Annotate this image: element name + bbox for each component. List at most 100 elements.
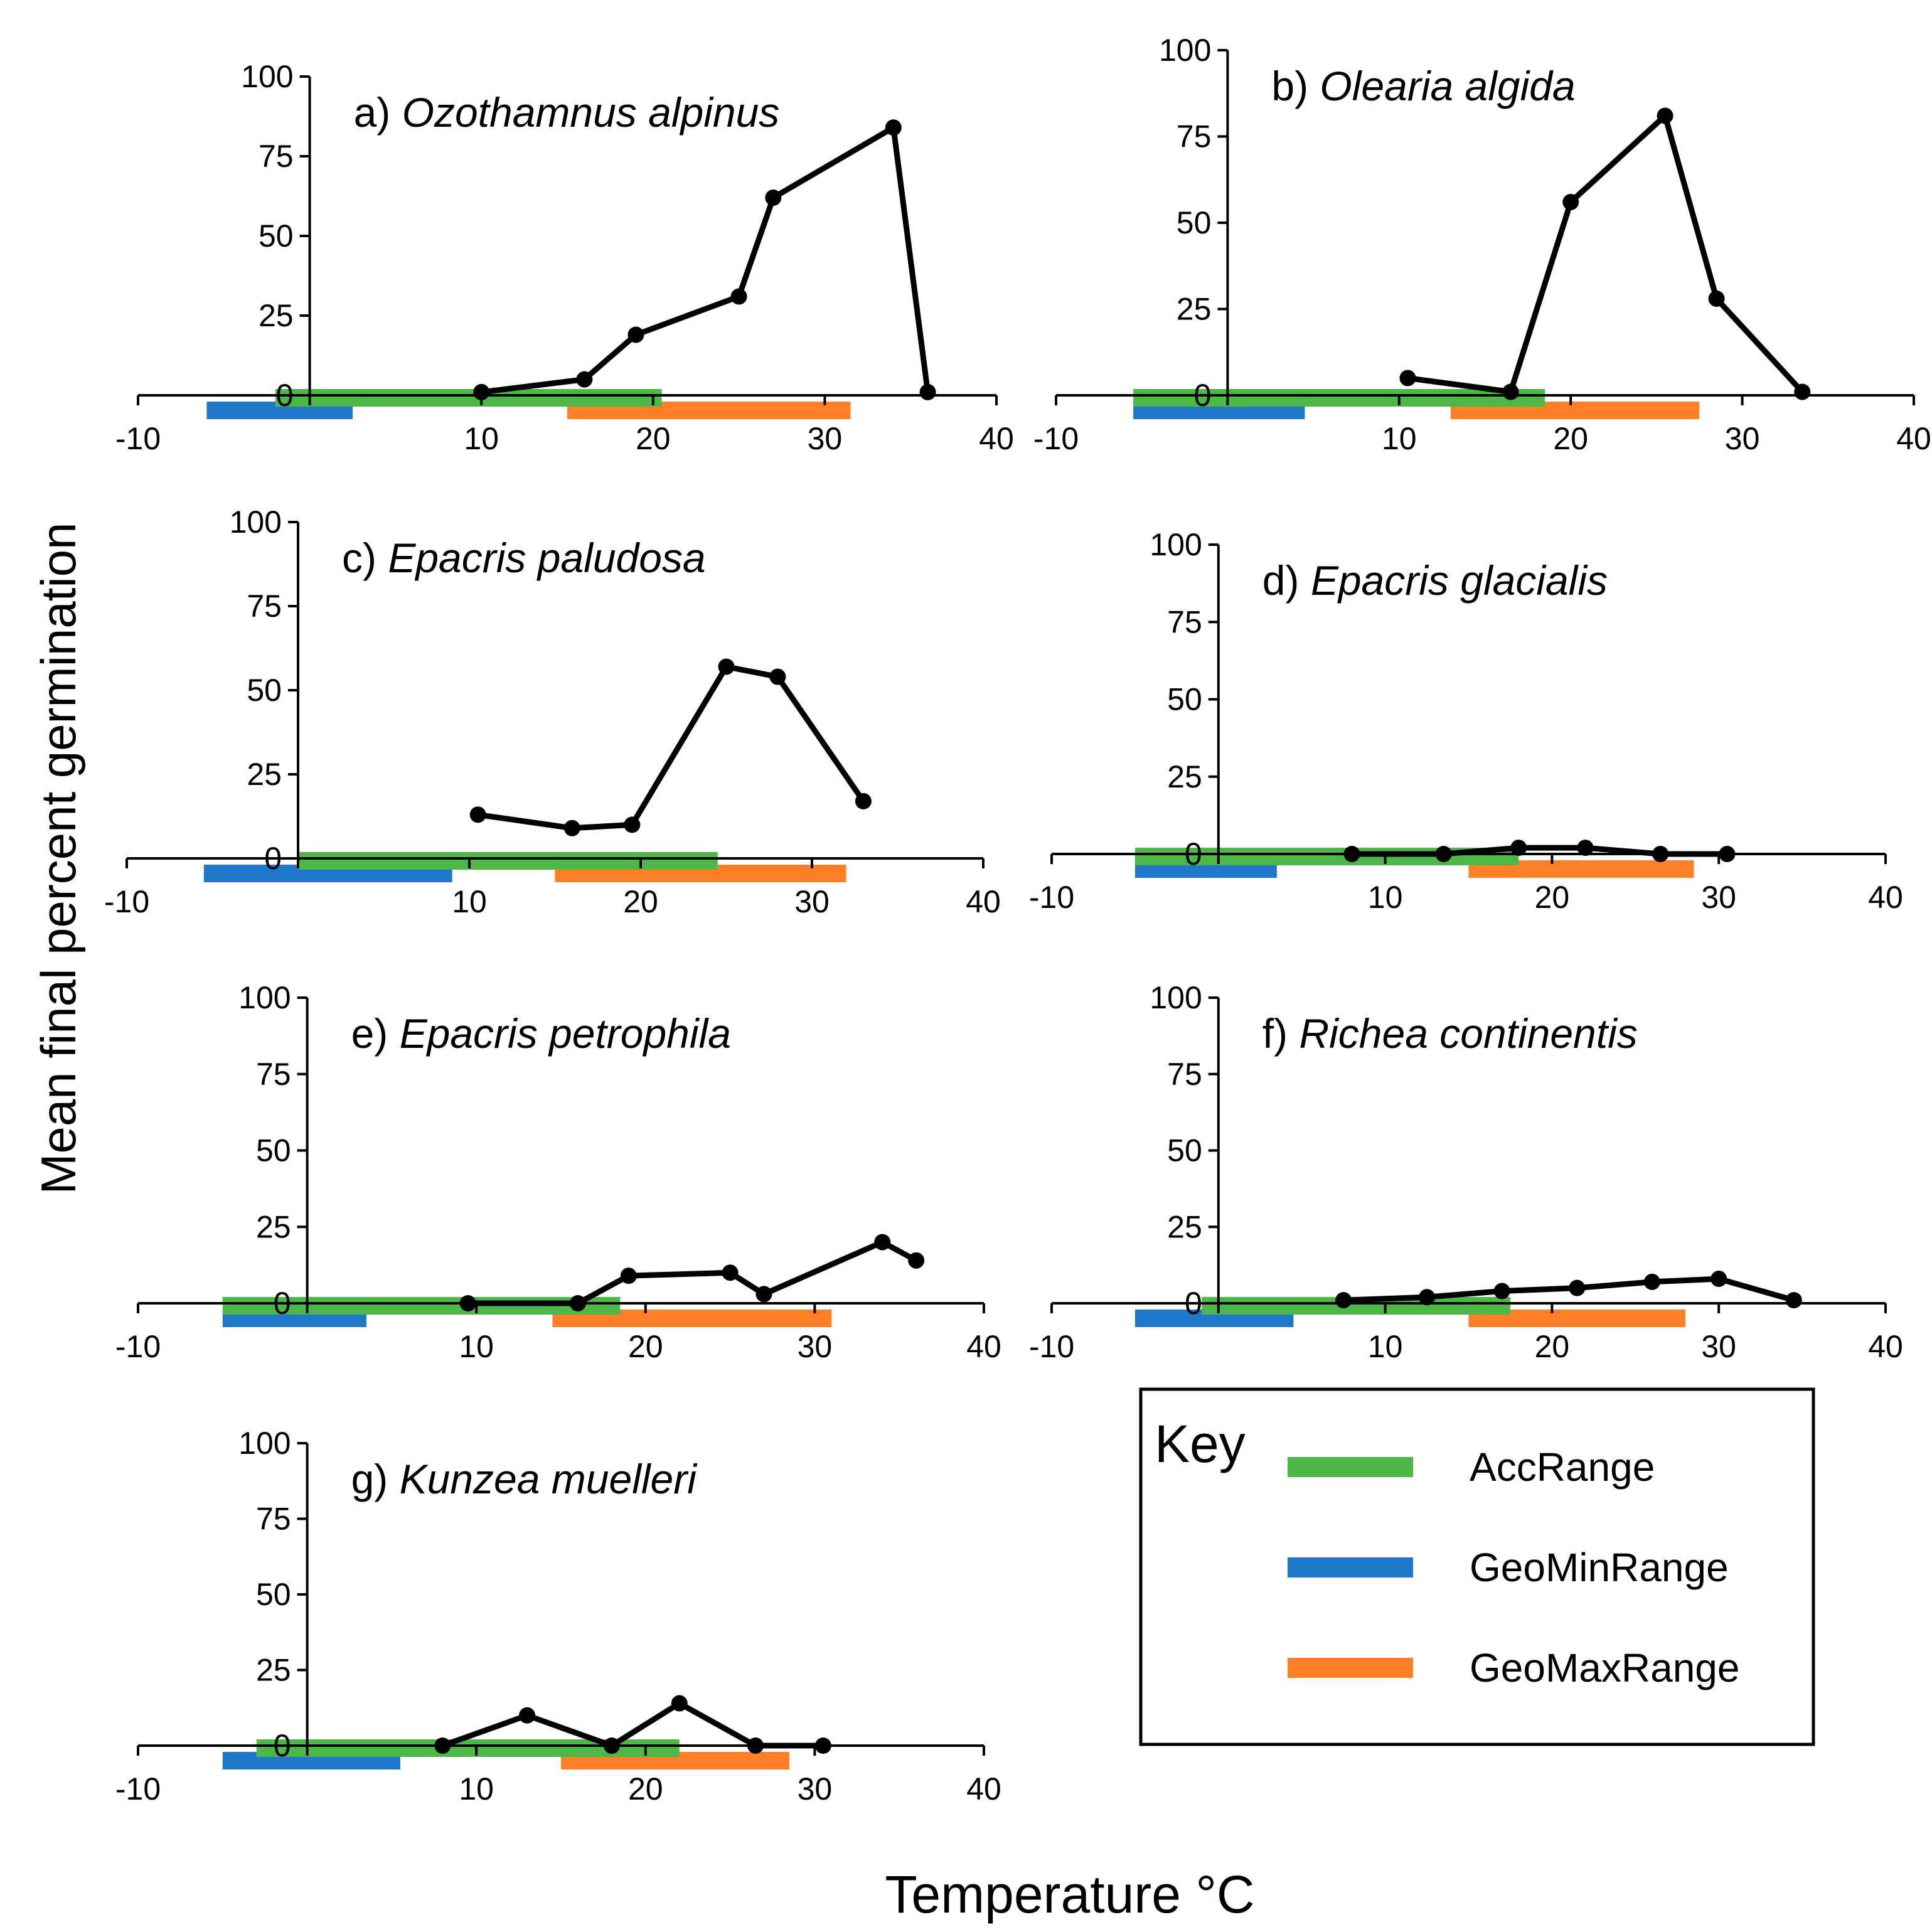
panel-letter: d) — [1262, 557, 1311, 604]
panel-a: -10 10 20 30 40 0 25 50 75 100 a) Ozothamnus alpin… — [115, 59, 1014, 456]
y-tick-label: 50 — [1167, 682, 1202, 717]
legend-label: AccRange — [1470, 1444, 1655, 1490]
data-point — [519, 1707, 536, 1724]
series-line — [478, 663, 866, 831]
series-line — [1343, 1276, 1795, 1303]
panel-title: b) Olearia algida — [1271, 63, 1575, 109]
y-tick-label: 75 — [256, 1502, 291, 1537]
y-tick-label: 0 — [276, 378, 294, 413]
data-point — [755, 1286, 772, 1303]
x-tick-label: 30 — [794, 884, 830, 919]
y-tick-label: 0 — [274, 1728, 291, 1763]
acc-range-bar — [275, 389, 662, 407]
x-tick-label: 20 — [1553, 421, 1588, 456]
x-tick-label: 30 — [1701, 880, 1736, 915]
data-point — [469, 806, 486, 823]
panel-letter: f) — [1262, 1010, 1300, 1057]
data-point — [722, 1264, 739, 1281]
x-tick-label: -10 — [1029, 1329, 1074, 1364]
data-point — [620, 1268, 637, 1284]
x-tick-label: -10 — [115, 1329, 161, 1364]
acc-range-bar — [298, 852, 718, 870]
x-tick-label: 20 — [628, 1329, 663, 1364]
panel-title: g) Kunzea muelleri — [351, 1456, 698, 1502]
y-tick-label: 100 — [1150, 527, 1202, 562]
data-point — [459, 1295, 476, 1311]
y-tick-label: 0 — [274, 1286, 291, 1321]
y-tick-label: 75 — [1167, 1057, 1202, 1092]
acc-range-bar — [1133, 389, 1545, 407]
y-tick-label: 50 — [259, 218, 294, 254]
panel-letter: e) — [351, 1010, 400, 1057]
x-tick-label: -10 — [104, 884, 149, 919]
y-tick-label: 25 — [247, 757, 282, 792]
data-point — [1708, 291, 1725, 307]
y-tick-label: 75 — [256, 1057, 291, 1092]
x-tick-label: 30 — [808, 421, 843, 456]
data-point — [1399, 370, 1416, 387]
x-tick-label: 10 — [459, 1771, 494, 1807]
data-point — [1335, 1292, 1352, 1309]
x-tick-label: 20 — [1535, 880, 1570, 915]
panel-c: -10 10 20 30 40 0 25 50 75 100 c) Epacris paludosa — [104, 504, 1001, 919]
x-tick-label: 40 — [979, 421, 1014, 456]
x-tick-label: 30 — [1701, 1329, 1736, 1364]
x-tick-label: 40 — [1868, 1329, 1903, 1364]
y-tick-label: 25 — [259, 298, 294, 333]
y-tick-label: 50 — [256, 1577, 291, 1612]
x-tick-label: 40 — [1868, 880, 1903, 915]
data-point — [1577, 840, 1594, 857]
panel-title: f) Richea continentis — [1262, 1010, 1638, 1057]
data-point — [576, 371, 593, 388]
panel-e: -10 10 20 30 40 0 25 50 75 100 e) Epacris petrophi… — [115, 980, 1001, 1364]
panel-species: Ozothamnus alpinus — [402, 89, 780, 136]
data-point — [765, 189, 782, 206]
y-tick-label: 50 — [1167, 1133, 1202, 1168]
data-point — [1657, 107, 1673, 124]
x-tick-label: 30 — [798, 1771, 833, 1807]
data-point — [434, 1737, 451, 1754]
data-point — [1510, 840, 1527, 857]
data-point — [563, 819, 580, 836]
panel-species: Kunzea muelleri — [400, 1456, 698, 1502]
x-tick-label: 10 — [1382, 421, 1417, 456]
panel-letter: g) — [351, 1456, 400, 1502]
data-point — [1785, 1292, 1802, 1309]
y-tick-label: 50 — [1177, 205, 1212, 240]
y-tick-label: 100 — [238, 1426, 291, 1461]
panel-species: Epacris glacialis — [1311, 557, 1608, 604]
y-tick-label: 100 — [241, 59, 293, 94]
data-point — [908, 1252, 925, 1269]
x-tick-label: -10 — [1033, 421, 1079, 456]
data-point — [1419, 1289, 1436, 1306]
panel-g: -10 10 20 30 40 0 25 50 75 100 g) Kunzea muelleri — [115, 1426, 1001, 1807]
data-point — [1794, 383, 1811, 400]
y-tick-label: 25 — [1177, 292, 1212, 327]
data-point — [624, 816, 641, 833]
y-tick-label: 50 — [247, 673, 282, 708]
x-tick-label: 40 — [966, 1329, 1001, 1364]
data-point — [1343, 846, 1360, 862]
panel-species: Epacris paludosa — [388, 535, 705, 581]
y-tick-label: 25 — [1167, 1209, 1202, 1244]
x-tick-label: 10 — [452, 884, 487, 919]
data-point — [1711, 1271, 1727, 1288]
x-tick-label: 10 — [1368, 1329, 1403, 1364]
y-tick-label: 0 — [1185, 1286, 1202, 1321]
series-line — [441, 1700, 823, 1749]
panel-species: Epacris petrophila — [400, 1010, 731, 1057]
x-tick-label: 40 — [1896, 421, 1931, 456]
legend-swatch — [1288, 1557, 1413, 1577]
data-point — [855, 793, 872, 809]
x-tick-label: 10 — [1368, 880, 1403, 915]
y-tick-label: 100 — [238, 980, 291, 1015]
x-tick-label: -10 — [1029, 880, 1074, 915]
panel-letter: b) — [1271, 63, 1320, 109]
data-point — [1435, 846, 1452, 862]
y-tick-label: 0 — [264, 841, 282, 876]
y-tick-label: 0 — [1194, 378, 1212, 413]
y-tick-label: 75 — [1167, 604, 1202, 639]
x-tick-label: 40 — [966, 884, 1001, 919]
